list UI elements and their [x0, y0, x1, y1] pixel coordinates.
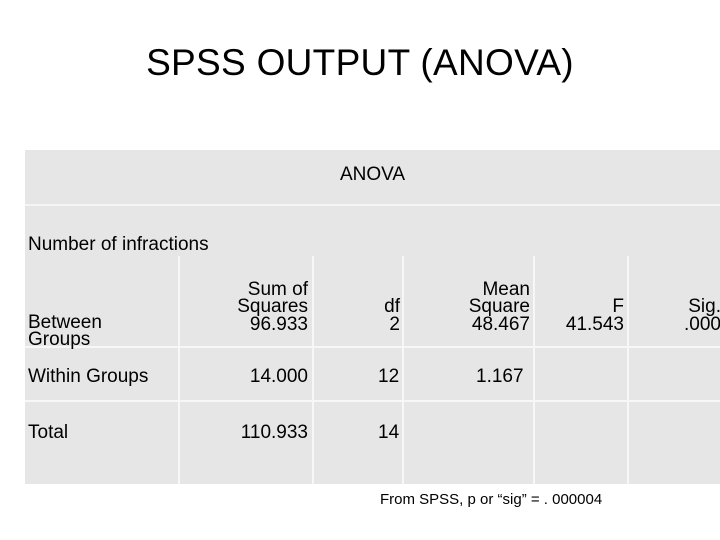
column-divider: [402, 256, 404, 484]
cell-df-within: 12: [378, 366, 400, 387]
cell-ss-between: 96.933: [249, 314, 308, 335]
column-divider: [312, 256, 314, 484]
row-label-line1: Between: [28, 312, 102, 333]
cell-ss-total: 110.933: [240, 422, 308, 443]
header-sum-of-squares: Sum of Squares: [180, 279, 308, 317]
header-mean-square-line2: Square: [468, 296, 530, 317]
header-mean-square: Mean Square: [404, 279, 530, 317]
cell-ms-between: 48.467: [471, 314, 530, 335]
dependent-variable-band: Number of infractions: [25, 206, 720, 256]
row-label-line2: Groups: [28, 329, 91, 350]
cell-f-between: 41.543: [565, 314, 624, 335]
cell-df-between: 2: [389, 314, 400, 335]
column-divider: [533, 256, 535, 484]
header-sum-of-squares-line1: Sum of: [247, 279, 308, 300]
slide-title: SPSS OUTPUT (ANOVA): [146, 42, 574, 83]
header-sig: Sig.: [688, 296, 720, 317]
cell-sig-between: .000: [684, 314, 720, 335]
cell-ms-within: 1.167: [476, 366, 524, 387]
column-divider: [178, 256, 180, 484]
row-label-total: Total: [28, 422, 69, 443]
header-df: df: [384, 296, 400, 317]
cell-df-total: 14: [378, 422, 400, 443]
cell-ss-within: 14.000: [249, 366, 308, 387]
table-caption: ANOVA: [339, 164, 406, 185]
footnote: From SPSS, p or “sig” = . 000004: [380, 491, 603, 508]
header-mean-square-line1: Mean: [482, 279, 530, 300]
anova-table: ANOVA Number of infractions Sum of Squar…: [25, 150, 720, 484]
column-divider: [627, 256, 629, 484]
row-label-between-groups: Between Groups: [28, 312, 102, 350]
dependent-variable-label: Number of infractions: [28, 234, 209, 255]
header-f: F: [612, 296, 624, 317]
header-sum-of-squares-line2: Squares: [237, 296, 308, 317]
row-label-within-groups: Within Groups: [28, 366, 149, 387]
row-divider: [25, 346, 720, 348]
row-divider: [25, 400, 720, 402]
table-caption-band: ANOVA: [25, 150, 720, 206]
